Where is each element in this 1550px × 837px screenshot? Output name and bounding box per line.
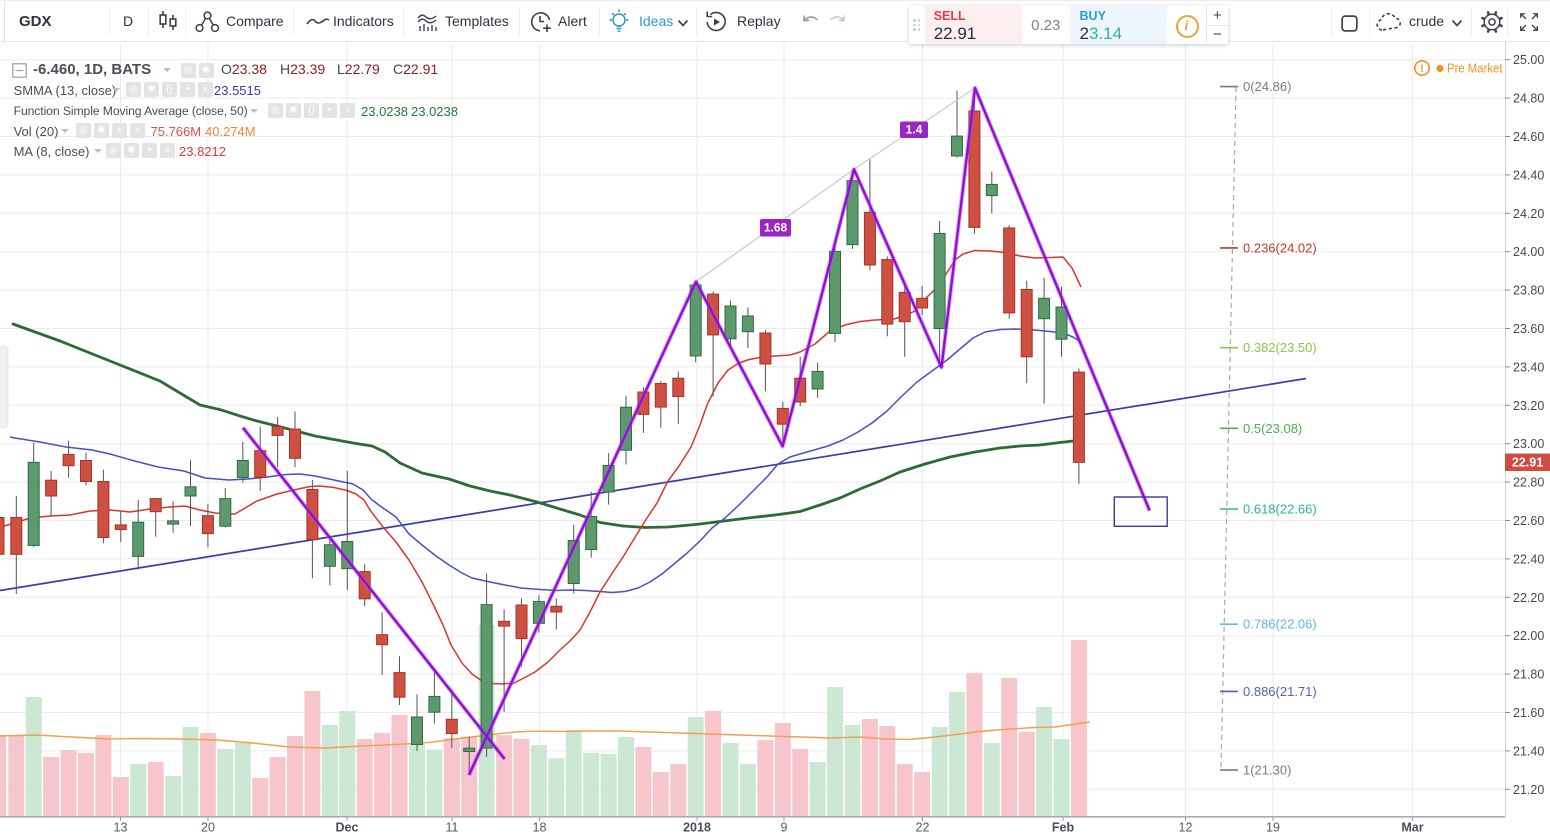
svg-text:22.40: 22.40 [1513,552,1544,566]
svg-text:Feb: Feb [1052,821,1075,835]
svg-text:0.382(23.50): 0.382(23.50) [1243,340,1317,355]
svg-text:Mar: Mar [1401,821,1423,835]
svg-text:0(24.86): 0(24.86) [1243,79,1291,94]
svg-text:24.00: 24.00 [1513,245,1544,259]
svg-text:25.00: 25.00 [1513,53,1544,67]
svg-text:21.60: 21.60 [1513,706,1544,720]
svg-text:23.20: 23.20 [1513,399,1544,413]
svg-text:0.618(22.66): 0.618(22.66) [1243,502,1317,517]
svg-text:24.60: 24.60 [1513,130,1544,144]
svg-text:Pre Market: Pre Market [1447,62,1503,76]
svg-text:0.236(24.02): 0.236(24.02) [1243,240,1317,255]
svg-text:22: 22 [916,821,930,835]
svg-text:22.80: 22.80 [1513,476,1544,490]
svg-text:23.00: 23.00 [1513,437,1544,451]
svg-text:21.40: 21.40 [1513,744,1544,758]
svg-text:0.886(21.71): 0.886(21.71) [1243,684,1317,699]
svg-text:23.60: 23.60 [1513,322,1544,336]
svg-text:24.80: 24.80 [1513,92,1544,106]
svg-text:22.60: 22.60 [1513,514,1544,528]
svg-text:20: 20 [201,821,215,835]
svg-text:0.786(22.06): 0.786(22.06) [1243,617,1317,632]
svg-text:19: 19 [1266,821,1280,835]
svg-text:23.80: 23.80 [1513,284,1544,298]
svg-text:21.20: 21.20 [1513,783,1544,797]
svg-text:2018: 2018 [683,821,711,835]
svg-text:Dec: Dec [336,821,359,835]
svg-text:24.20: 24.20 [1513,207,1544,221]
svg-text:!: ! [1420,63,1424,75]
svg-text:1.4: 1.4 [906,123,923,137]
svg-text:22.91: 22.91 [1512,456,1543,470]
svg-text:24.40: 24.40 [1513,168,1544,182]
svg-text:1.68: 1.68 [764,221,788,235]
svg-text:11: 11 [446,821,459,835]
svg-text:18: 18 [533,821,547,835]
svg-text:9: 9 [781,821,788,835]
svg-text:1(21.30): 1(21.30) [1243,763,1291,778]
svg-text:21.80: 21.80 [1513,668,1544,682]
svg-text:13: 13 [114,821,128,835]
svg-text:22.20: 22.20 [1513,591,1544,605]
svg-text:0.5(23.08): 0.5(23.08) [1243,421,1302,436]
svg-text:23.40: 23.40 [1513,360,1544,374]
svg-text:22.00: 22.00 [1513,629,1544,643]
svg-text:12: 12 [1179,821,1193,835]
